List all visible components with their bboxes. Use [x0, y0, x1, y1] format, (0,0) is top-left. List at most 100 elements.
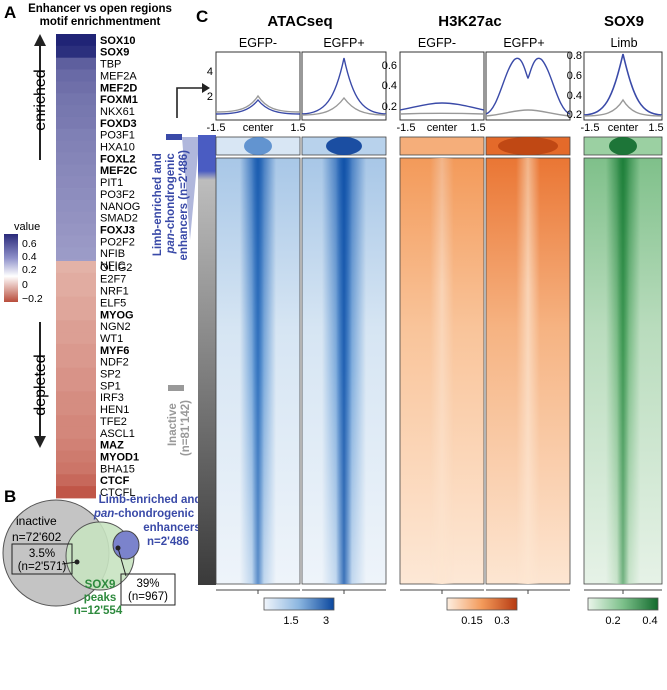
- motif-label: PO3F2: [100, 189, 135, 201]
- panel-a-letter: A: [4, 3, 16, 22]
- side-label-blue-line1: Limb-enriched and: [152, 153, 164, 256]
- atac-xtick-right: 1.5: [290, 122, 305, 134]
- h3k-ytick: 0.4: [382, 80, 397, 92]
- motif-cell: [56, 284, 96, 297]
- motif-label: NKX61: [100, 106, 135, 118]
- profile-inactive-line: [399, 112, 485, 115]
- heatmap-sox9-limb: [583, 136, 663, 585]
- profile-inactive-line: [583, 98, 663, 117]
- motif-label: MEF2C: [100, 165, 137, 177]
- profile-enhancer-line: [485, 57, 571, 115]
- motif-label: FOXJ3: [100, 224, 135, 236]
- profile-atac-egfp-neg: [215, 51, 301, 121]
- inactive-group-marker: [168, 385, 184, 391]
- motif-cell: [56, 152, 96, 165]
- motif-cell: [56, 367, 96, 380]
- overlap-box: [11, 543, 73, 575]
- motif-cell: [56, 296, 96, 309]
- motif-label: NANOG: [100, 201, 140, 213]
- motif-cell: [56, 332, 96, 345]
- legend-tick-label: 0: [22, 279, 28, 291]
- profile-h3k-egfp-pos: [485, 51, 571, 121]
- panel-a-title-line1: Enhancer vs open regions: [28, 3, 172, 15]
- motif-cell: [56, 128, 96, 142]
- motif-cell: [56, 93, 96, 106]
- sub-h3k-egfp-pos: EGFP+: [503, 36, 544, 50]
- sox9-peaks-n: n=12'554: [74, 605, 123, 617]
- side-label-blue-pan: pan: [165, 233, 177, 254]
- motif-label: FOXL2: [100, 153, 135, 165]
- motif-label: NRF1: [100, 286, 129, 298]
- h3k-ytick: 0.2: [382, 101, 397, 113]
- motif-labels: SOX10SOX9TBPMEF2AMEF2DFOXM1NKX61FOXD3PO3…: [100, 35, 140, 499]
- motif-cell: [56, 320, 96, 333]
- overlap-n: (n=2'571): [18, 561, 67, 573]
- heatmap-baseline-ticks: [216, 589, 662, 594]
- limb-pct-box: [120, 573, 176, 606]
- sox9-ytick: 0.4: [567, 90, 582, 102]
- motif-label: ASCL1: [100, 428, 135, 440]
- motif-label: NDF2: [100, 357, 129, 369]
- motif-cell: [56, 462, 96, 475]
- motif-cell: [56, 391, 96, 404]
- atac-ytick: 4: [207, 66, 213, 78]
- panel-a-title-line2: motif enrichmentment: [40, 16, 161, 28]
- motif-label: SOX10: [100, 35, 135, 47]
- profile-enhancer-line: [583, 53, 663, 116]
- motif-label: MAZ: [100, 440, 124, 452]
- motif-label: OLIG2: [100, 262, 132, 274]
- limb-label-line3: enhancers: [143, 522, 201, 534]
- heatmap-atac-egfp-neg: [215, 136, 301, 585]
- colorbar-sox9-high: 0.4: [642, 615, 657, 627]
- motif-label: MYOD1: [100, 451, 139, 463]
- legend-ticks: 0.60.40.2 0 −0.2: [22, 238, 43, 305]
- venn-diagram: [2, 499, 140, 607]
- enriched-label: enriched: [32, 69, 49, 130]
- motif-cell: [56, 379, 96, 392]
- motif-label: SMAD2: [100, 213, 138, 225]
- h3k-xtick-right: 1.5: [470, 122, 485, 134]
- motif-label: WT1: [100, 333, 123, 345]
- motif-cell: [56, 199, 96, 213]
- motif-cell: [56, 261, 96, 274]
- motif-label: SOX9: [100, 47, 129, 59]
- header-h3k27ac: H3K27ac: [438, 13, 501, 30]
- legend-title: value: [14, 221, 40, 233]
- inactive-label: inactive: [16, 514, 57, 528]
- atac-ytick: 2: [207, 91, 213, 103]
- h3k-ytick: 0.6: [382, 60, 397, 72]
- motif-cell: [56, 223, 96, 236]
- value-colorbar: [4, 234, 18, 302]
- limb-label-rest: -chondrogenic: [114, 508, 194, 520]
- motif-cell: [56, 308, 96, 321]
- sox9-ytick: 0.8: [567, 50, 582, 62]
- profile-enhancer-line: [399, 102, 485, 111]
- heatmap-h3k-egfp-neg: [399, 136, 485, 585]
- motif-label: PO3F1: [100, 130, 135, 142]
- motif-label: IRF3: [100, 392, 124, 404]
- profile-inactive-line: [215, 94, 301, 113]
- motif-label: CTCF: [100, 475, 130, 487]
- inactive-n: n=72'602: [12, 530, 62, 544]
- motif-label: FOXM1: [100, 94, 138, 106]
- h3k-xtick-center: center: [427, 122, 458, 134]
- sub-atac-egfp-neg: EGFP-: [239, 36, 277, 50]
- motif-label: MEF2A: [100, 70, 137, 82]
- sox9-ytick: 0.2: [567, 109, 582, 121]
- enhancer-group-marker: [166, 134, 182, 140]
- side-label-blue-rest: -chondrogenic: [165, 153, 177, 233]
- motif-heatmap: [56, 34, 96, 499]
- motif-cell: [56, 105, 96, 118]
- pointer-arrow: [176, 83, 210, 118]
- motif-cell: [56, 355, 96, 369]
- motif-label: PIT1: [100, 177, 123, 189]
- motif-label: HXA10: [100, 142, 135, 154]
- side-label-grey: Inactive (n=81'142): [167, 400, 192, 456]
- limb-label-pan: pan: [93, 508, 114, 520]
- panel-b-letter: B: [4, 487, 16, 506]
- motif-cell: [56, 272, 96, 286]
- depleted-label: depleted: [32, 354, 49, 415]
- motif-cell: [56, 69, 96, 82]
- motif-label: NFIC: [100, 260, 126, 272]
- sox9-xtick-right: 1.5: [648, 122, 663, 134]
